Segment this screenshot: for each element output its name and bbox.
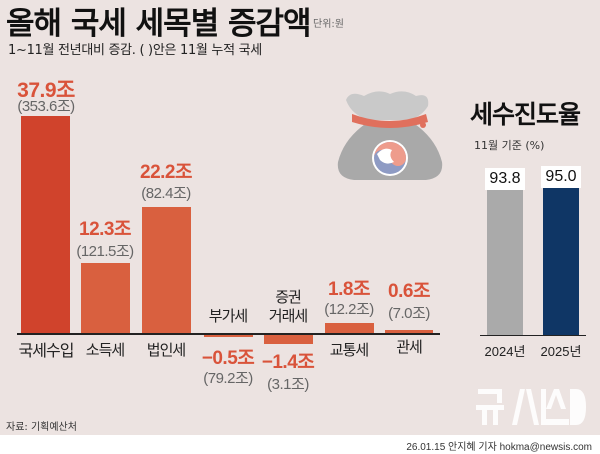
bar-2024 (487, 190, 523, 335)
unit-label: 단위:원 (313, 19, 344, 30)
bar-vat (204, 334, 253, 337)
footer-bar (0, 435, 600, 454)
bar-change-label: −1.4조 (261, 352, 315, 373)
bar-cumulative-label: (79.2조) (203, 370, 253, 387)
bar-change-label: 22.2조 (140, 162, 192, 183)
side-x-axis-baseline (480, 335, 586, 336)
category-label: 관세 (396, 338, 423, 356)
bar-securities-tax (264, 334, 313, 344)
bar-value-2024: 93.8 (485, 168, 525, 190)
category-label: 교통세 (329, 341, 369, 359)
category-label: 부가세 (208, 307, 248, 325)
bar-cumulative-label: (12.2조) (324, 301, 374, 318)
category-label: 국세수입 (18, 341, 75, 360)
category-label-2025: 2025년 (540, 344, 582, 359)
bar-cumulative-label: (7.0조) (388, 305, 430, 322)
bar-change-label: 37.9조 (17, 79, 75, 102)
category-label-line1: 증권 (275, 288, 302, 306)
bar-change-label: 0.6조 (388, 281, 430, 302)
category-label-2024: 2024년 (484, 344, 526, 359)
bar-cumulative-label: (121.5조) (76, 243, 134, 260)
bar-cumulative-label: (3.1조) (267, 376, 309, 393)
bar-2025 (543, 188, 579, 335)
x-axis-baseline (17, 333, 440, 335)
bar-transport-tax (325, 323, 374, 333)
credit-label: 26.01.15 안지혜 기자 hokma@newsis.com (406, 442, 592, 453)
bar-corporate-tax (142, 207, 191, 333)
bar-total-revenue (21, 116, 70, 333)
bar-value-2025: 95.0 (541, 166, 581, 188)
chart-subtitle: 1~11월 전년대비 증감. ( )안은 11월 누적 국세 (8, 43, 262, 58)
category-label-line2: 거래세 (268, 307, 308, 325)
newsis-logo (476, 385, 586, 433)
bar-change-label: −0.5조 (201, 348, 255, 369)
category-label: 소득세 (85, 341, 125, 359)
bar-cumulative-label: (353.6조) (17, 98, 75, 115)
bar-cumulative-label: (82.4조) (141, 185, 191, 202)
bar-change-label: 1.8조 (328, 279, 370, 300)
bar-customs (385, 330, 433, 333)
category-label: 증권 거래세 (248, 288, 328, 326)
side-chart-subtitle: 11월 기준 (%) (474, 139, 545, 152)
chart-title: 올해 국세 세목별 증감액 (6, 6, 312, 42)
source-label: 자료: 기획예산처 (6, 422, 77, 433)
side-chart-title: 세수진도율 (470, 100, 581, 129)
bar-change-label: 12.3조 (79, 219, 131, 240)
category-label: 법인세 (146, 341, 186, 359)
money-bag-icon (330, 62, 450, 182)
bar-income-tax (81, 263, 130, 333)
